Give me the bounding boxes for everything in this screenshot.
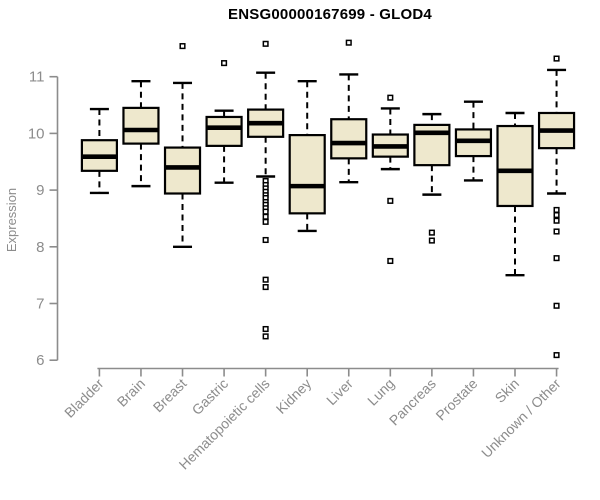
boxplot-kidney [288,80,326,233]
boxplot-hematopoietic-cells [247,40,285,340]
box [288,134,326,215]
outlier-point [262,40,269,47]
x-tick-label-bladder: Bladder [61,375,107,421]
box [205,115,243,147]
outlier-point [262,333,269,340]
y-tick-label: 6 [36,352,44,369]
outlier-point [262,208,269,215]
y-tick-label: 8 [36,239,44,256]
y-tick-label: 7 [36,296,44,313]
chart-title: ENSG00000167699 - GLOD4 [228,6,432,23]
outlier-point [553,228,560,235]
boxplot-liver [330,39,368,184]
y-axis-label: Expression [4,188,19,252]
outlier-point [262,213,269,220]
box [330,118,368,160]
outlier-point [387,257,394,265]
box [122,106,160,145]
outlier-point [553,211,560,219]
boxplot-brain [122,80,160,188]
outlier-point [387,94,394,101]
x-tick-label-lung: Lung [364,375,397,408]
outlier-point [262,276,269,283]
outlier-point [262,218,269,225]
outlier-point [262,236,269,244]
y-tick-label: 11 [29,69,45,86]
x-tick-label-liver: Liver [323,375,356,408]
outlier-point [179,43,186,50]
y-axis: 6 7 8 9 10 11 Expression [4,69,59,369]
outlier-point [387,197,394,204]
x-tick-label-brain: Brain [114,375,148,409]
y-tick-label: 10 [28,125,45,142]
outlier-point [553,206,560,213]
boxplot-unknown-other [537,55,576,359]
x-tick-label-breast: Breast [150,375,190,415]
outlier-point [553,55,560,62]
x-tick-label-kidney: Kidney [273,375,315,417]
outlier-point [428,237,435,244]
boxplot-gastric [205,60,243,184]
outlier-point [345,39,352,46]
boxplot-bladder [80,107,119,195]
boxplot-prostate [454,100,493,182]
outlier-point [221,60,228,67]
x-tick-label-unknown-other: Unknown / Other [478,375,564,461]
outlier-point [553,255,560,262]
boxplot-skin [496,111,534,277]
box [496,124,534,208]
outlier-point [553,352,560,359]
outlier-point [262,325,269,333]
x-tick-label-prostate: Prostate [432,375,480,423]
outlier-point [428,229,435,236]
outlier-point [262,284,269,291]
box [163,146,202,195]
boxplot-breast [163,43,202,249]
boxplot-pancreas [413,112,451,244]
boxplot-lung [371,94,409,265]
y-tick-label: 9 [36,182,44,199]
outlier-point [553,217,560,224]
outlier-point [553,302,560,309]
x-tick-label-skin: Skin [492,375,523,406]
